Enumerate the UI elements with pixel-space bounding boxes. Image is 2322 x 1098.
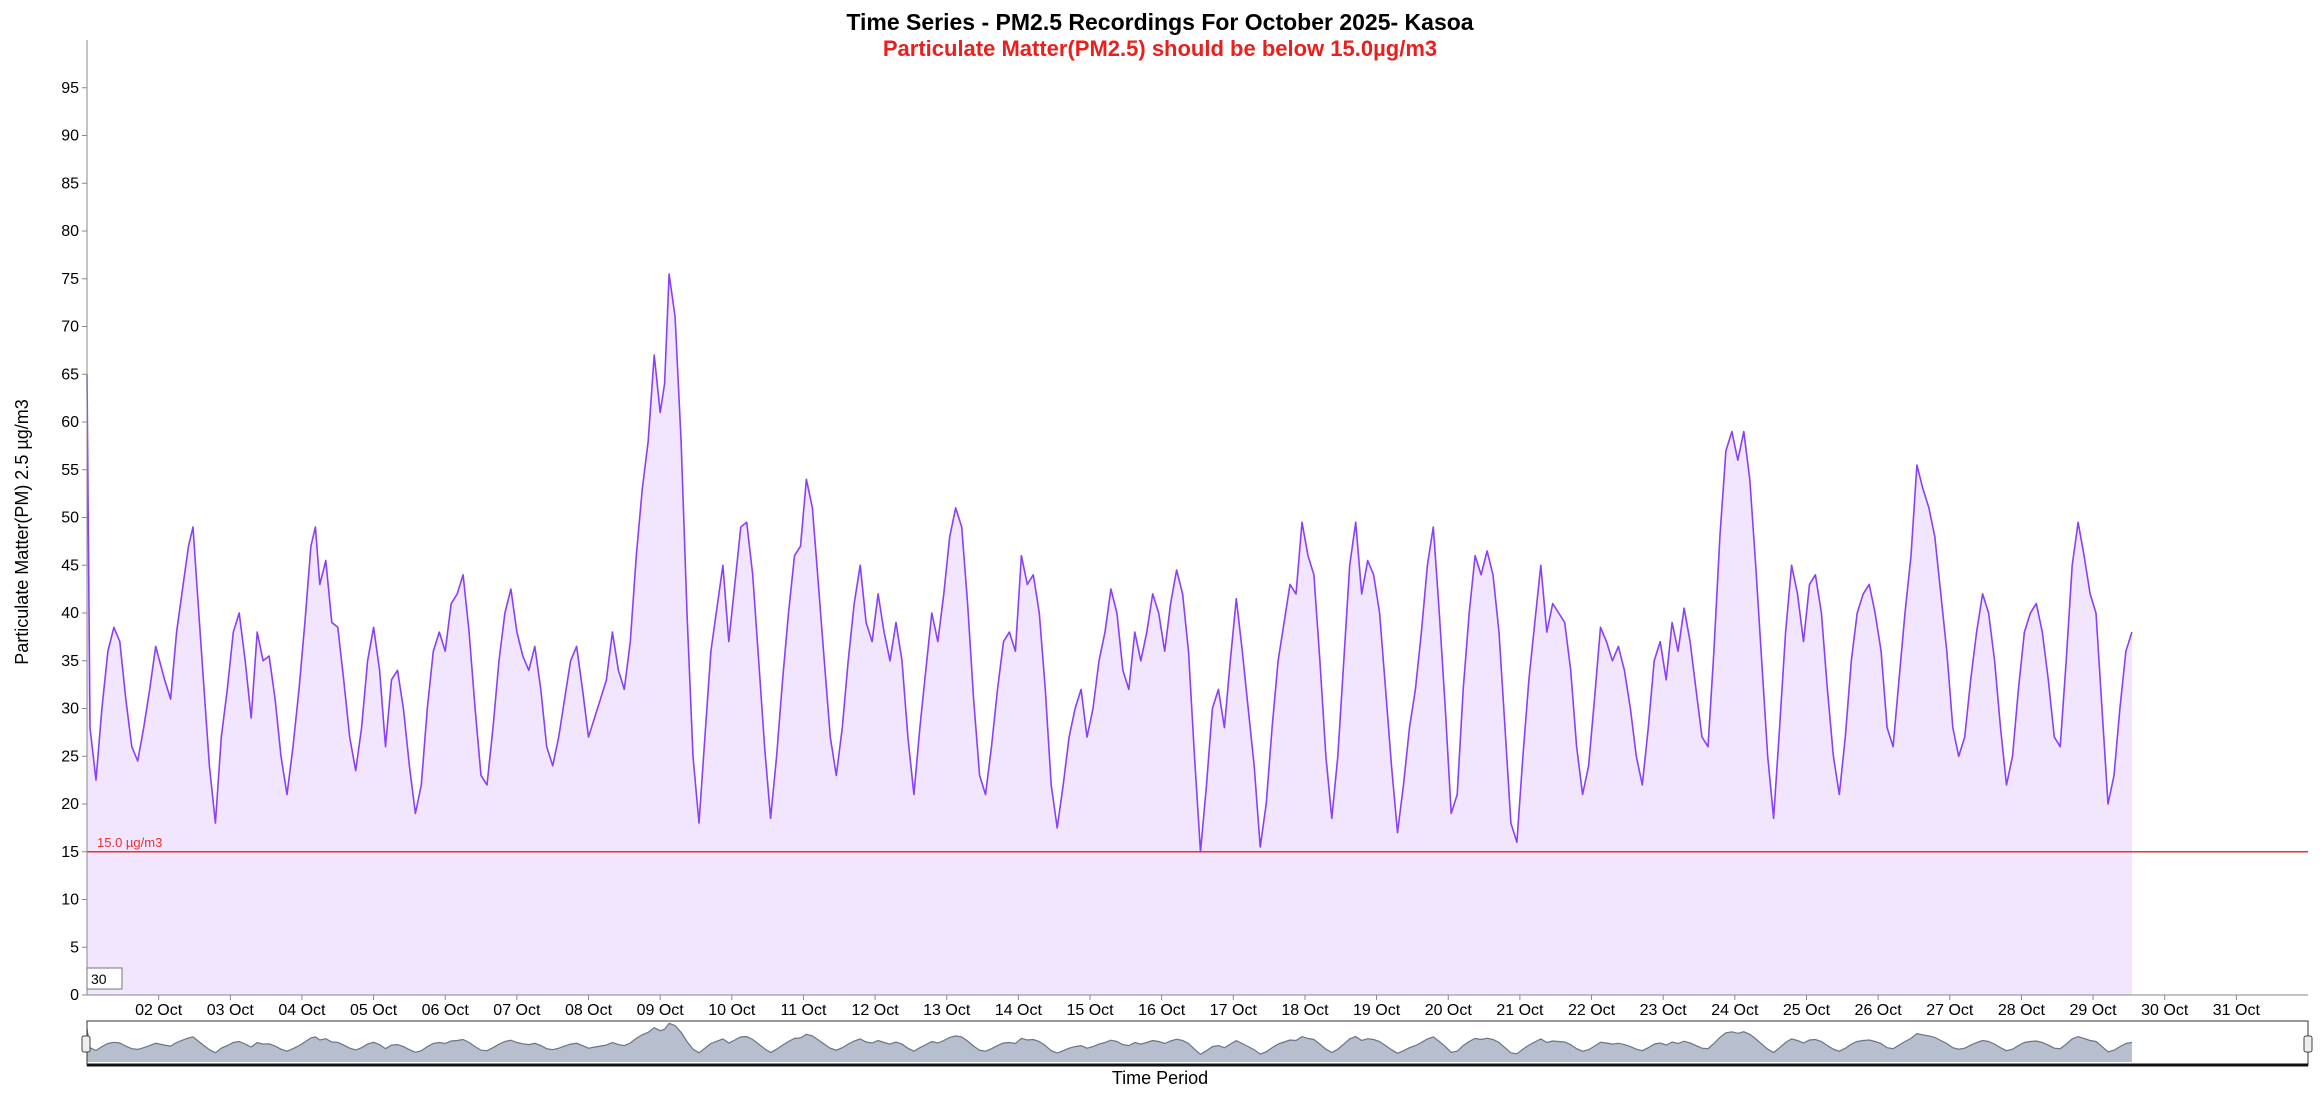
x-tick-label: 14 Oct <box>995 1002 1043 1019</box>
y-tick-label: 70 <box>61 319 79 336</box>
x-tick-label: 20 Oct <box>1425 1002 1473 1019</box>
series-area-fill <box>87 274 2132 995</box>
x-tick-label: 09 Oct <box>637 1002 685 1019</box>
y-axis-label: Particulate Matter(PM) 2.5 µg/m3 <box>12 399 32 664</box>
x-tick-label: 12 Oct <box>852 1002 900 1019</box>
navigator-area-line <box>86 1022 2132 1056</box>
x-tick-label: 08 Oct <box>565 1002 613 1019</box>
x-tick-label: 24 Oct <box>1711 1002 1759 1019</box>
y-tick-label: 30 <box>61 701 79 718</box>
y-tick-label: 15 <box>61 844 79 861</box>
y-tick-label: 85 <box>61 175 79 192</box>
x-tick-label: 27 Oct <box>1926 1002 1974 1019</box>
series-area <box>87 274 2132 995</box>
navigator-area <box>86 1022 2132 1062</box>
y-tick-label: 25 <box>61 748 79 765</box>
x-tick-label: 29 Oct <box>2069 1002 2117 1019</box>
y-tick-label: 45 <box>61 557 79 574</box>
window-box[interactable]: 30 <box>86 967 123 990</box>
x-axis-ticks: 02 Oct 03 Oct 04 Oct 05 Oct 06 Oct 07 Oct 08 O… <box>135 995 2260 1019</box>
x-tick-label: 13 Oct <box>923 1002 971 1019</box>
x-tick-label: 15 Oct <box>1066 1002 1114 1019</box>
x-tick-label: 04 Oct <box>278 1002 326 1019</box>
threshold-label: 15.0 µg/m3 <box>97 835 162 850</box>
x-tick-label: 28 Oct <box>1998 1002 2046 1019</box>
x-tick-label: 06 Oct <box>422 1002 470 1019</box>
x-tick-label: 19 Oct <box>1353 1002 1401 1019</box>
y-tick-label: 75 <box>61 271 79 288</box>
x-tick-label: 23 Oct <box>1640 1002 1688 1019</box>
window-box-frame <box>86 967 123 990</box>
y-tick-label: 5 <box>70 939 79 956</box>
x-tick-label: 11 Oct <box>780 1002 827 1019</box>
y-tick-label: 40 <box>61 605 79 622</box>
series-line <box>86 273 2133 853</box>
x-tick-label: 02 Oct <box>135 1002 183 1019</box>
y-tick-label: 10 <box>61 892 79 909</box>
series-line-path <box>86 273 2133 853</box>
x-tick-label: 21 Oct <box>1496 1002 1544 1019</box>
y-tick-label: 50 <box>61 510 79 527</box>
y-tick-label: 65 <box>61 366 79 383</box>
navigator-area-fill <box>87 1023 2132 1062</box>
y-axis-ticks: 0 5 10 15 20 25 30 35 40 45 50 55 60 65 70 75 80 85 90 95 <box>61 80 87 1004</box>
chart-subtitle: Particulate Matter(PM2.5) should be belo… <box>883 36 1437 61</box>
x-axis-label: Time Period <box>1112 1068 1208 1088</box>
x-tick-label: 16 Oct <box>1138 1002 1186 1019</box>
x-tick-label: 31 Oct <box>2213 1002 2261 1019</box>
y-tick-label: 0 <box>70 987 79 1004</box>
window-box-label: 30 <box>91 971 107 987</box>
x-tick-label: 26 Oct <box>1855 1002 1903 1019</box>
y-tick-label: 80 <box>61 223 79 240</box>
y-tick-label: 60 <box>61 414 79 431</box>
x-tick-label: 07 Oct <box>493 1002 541 1019</box>
y-tick-label: 95 <box>61 80 79 97</box>
x-tick-label: 03 Oct <box>207 1002 255 1019</box>
y-tick-label: 20 <box>61 796 79 813</box>
x-tick-label: 17 Oct <box>1210 1002 1258 1019</box>
y-tick-label: 55 <box>61 462 79 479</box>
chart-title: Time Series - PM2.5 Recordings For Octob… <box>846 9 1473 35</box>
navigator-right-handle[interactable] <box>2303 1035 2313 1053</box>
x-tick-label: 05 Oct <box>350 1002 398 1019</box>
x-tick-label: 25 Oct <box>1783 1002 1831 1019</box>
navigator-left-handle[interactable] <box>81 1035 91 1053</box>
y-tick-label: 35 <box>61 653 79 670</box>
x-tick-label: 30 Oct <box>2141 1002 2189 1019</box>
x-tick-label: 18 Oct <box>1281 1002 1329 1019</box>
x-tick-label: 22 Oct <box>1568 1002 1616 1019</box>
y-tick-label: 90 <box>61 128 79 145</box>
range-navigator[interactable] <box>81 1020 2313 1067</box>
x-tick-label: 10 Oct <box>708 1002 756 1019</box>
